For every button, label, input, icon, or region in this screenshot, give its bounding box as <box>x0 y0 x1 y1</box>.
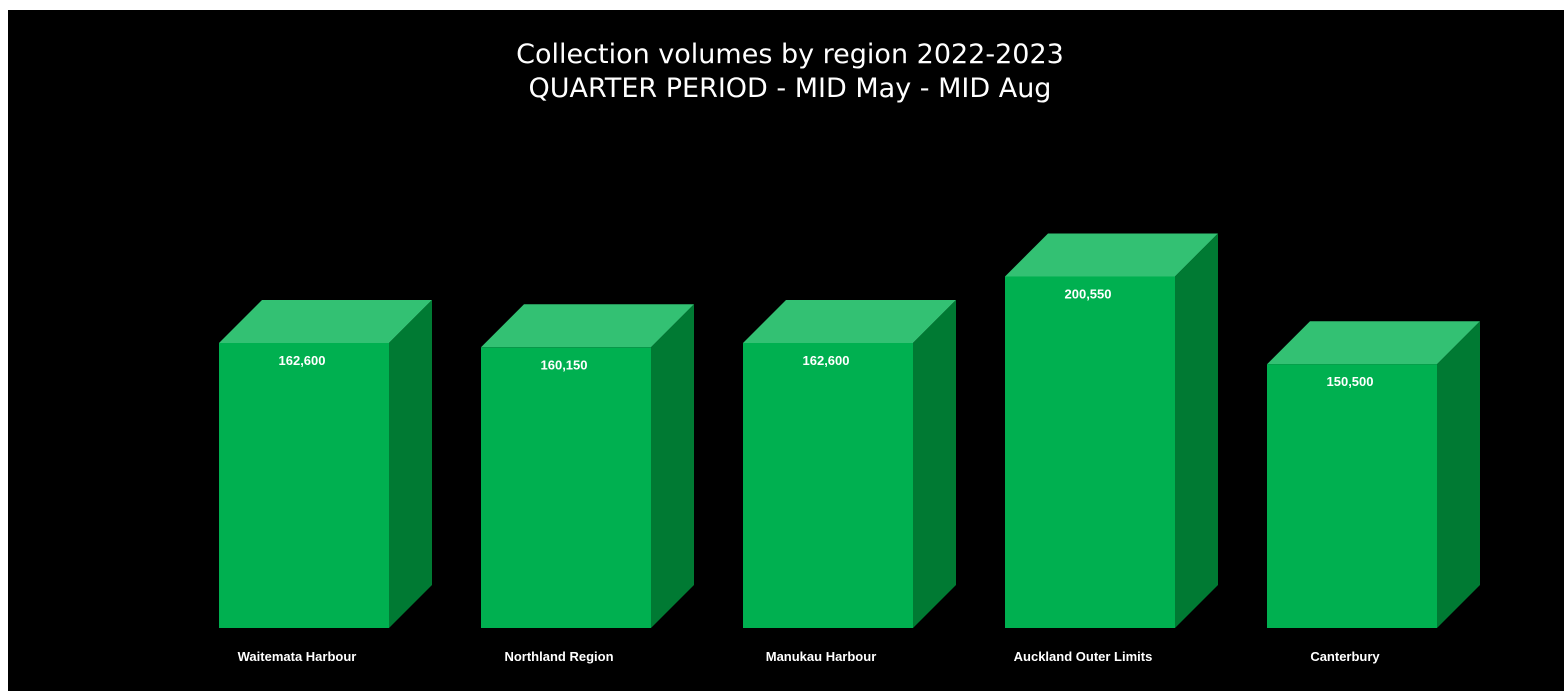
bar-side-face <box>1437 321 1480 628</box>
bar-front-face <box>743 343 913 628</box>
bar-5: 150,500 Canterbury <box>1267 321 1480 664</box>
bar-front-face <box>219 343 389 628</box>
category-label: Canterbury <box>1310 649 1380 664</box>
category-label: Northland Region <box>504 649 613 664</box>
bar-side-face <box>913 300 956 628</box>
bar-side-face <box>651 304 694 628</box>
bar-2: 160,150 Northland Region <box>481 304 694 664</box>
bar-4: 200,550 Auckland Outer Limits <box>1005 233 1218 664</box>
bar-3: 162,600 Manukau Harbour <box>743 300 956 664</box>
category-label: Auckland Outer Limits <box>1014 649 1153 664</box>
bar-value-label: 162,600 <box>279 353 326 368</box>
bar-front-face <box>1267 364 1437 628</box>
bar-front-face <box>481 347 651 628</box>
bar-value-label: 160,150 <box>541 357 588 372</box>
bar-front-face <box>1005 276 1175 628</box>
category-label: Waitemata Harbour <box>238 649 357 664</box>
bar-value-label: 150,500 <box>1327 374 1374 389</box>
bar-side-face <box>389 300 432 628</box>
bar-1: 162,600 Waitemata Harbour <box>219 300 432 664</box>
bar-value-label: 162,600 <box>803 353 850 368</box>
bar-side-face <box>1175 233 1218 628</box>
category-label: Manukau Harbour <box>766 649 877 664</box>
bar-value-label: 200,550 <box>1065 286 1112 301</box>
